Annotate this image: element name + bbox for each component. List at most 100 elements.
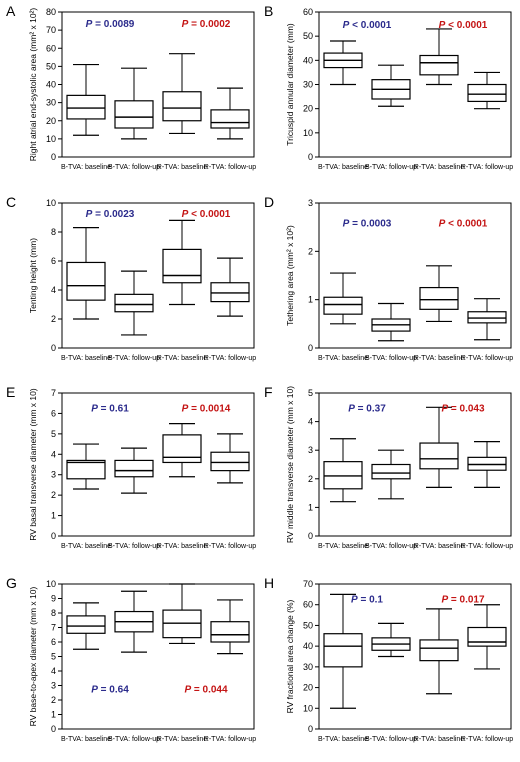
box-1 (323, 593, 363, 709)
p-value-text: = 0.37 (355, 403, 386, 414)
panel-letter: C (6, 194, 16, 210)
x-tick-label: B-TVA: follow-up (108, 736, 160, 743)
p-value-text: = 0.044 (191, 684, 228, 695)
y-tick-label: 10 (303, 128, 313, 138)
panel-letter: E (6, 384, 15, 400)
box-1 (323, 40, 363, 86)
box-4 (467, 604, 507, 670)
y-tick-label: 50 (303, 31, 313, 41)
iqr-box (162, 434, 202, 464)
box-2 (371, 622, 411, 658)
y-axis-label: Tricuspid annular diameter (mm) (285, 23, 295, 146)
p-value-text: = 0.61 (98, 403, 129, 414)
y-axis-label: Tethering area (mm² x 10²) (285, 225, 295, 326)
box-3 (162, 583, 202, 645)
x-tick-label: R-TVA: baseline (414, 164, 465, 171)
panel-letter: G (6, 575, 17, 591)
y-tick-label: 0 (51, 724, 56, 734)
p-symbol: P (343, 20, 350, 31)
y-tick-label: 4 (51, 449, 56, 459)
p-value-annotation: P = 0.017 (441, 595, 485, 606)
y-tick-label: 20 (303, 104, 313, 114)
y-tick-label: 0 (308, 343, 313, 353)
y-tick-label: 5 (308, 388, 313, 398)
box-3 (419, 28, 459, 86)
p-value-text: = 0.0002 (188, 19, 230, 30)
p-symbol: P (343, 218, 350, 229)
panel-a: A 0 10 20 30 40 50 60 70 80 Right atrial end-systo… (6, 3, 256, 171)
box-1 (66, 63, 106, 136)
y-tick-label: 2 (51, 695, 56, 705)
y-tick-label: 60 (303, 7, 313, 17)
y-tick-label: 1 (51, 511, 56, 521)
x-tick-label: B-TVA: baseline (61, 736, 111, 743)
x-tick-label: R-TVA: baseline (157, 736, 208, 743)
p-value-annotation: P = 0.64 (91, 684, 129, 695)
box-4 (210, 599, 250, 655)
p-value-text: = 0.0014 (188, 403, 230, 414)
y-axis-label: Tenting height (mm) (28, 238, 38, 313)
iqr-box (210, 451, 250, 472)
y-tick-label: 0 (308, 152, 313, 162)
y-tick-label: 6 (51, 256, 56, 266)
x-tick-label: B-TVA: baseline (318, 736, 368, 743)
y-tick-label: 70 (46, 25, 56, 35)
p-value-annotation: P = 0.0089 (86, 19, 135, 30)
x-tick-label: B-TVA: baseline (318, 543, 368, 550)
x-tick-label: B-TVA: baseline (318, 164, 368, 171)
p-value-annotation: P = 0.37 (348, 403, 386, 414)
x-tick-label: R-TVA: follow-up (204, 164, 256, 171)
y-tick-label: 7 (51, 623, 56, 633)
x-tick-label: R-TVA: baseline (157, 164, 208, 171)
box-4 (467, 441, 507, 488)
box-4 (467, 298, 507, 341)
p-value-text: = 0.017 (448, 595, 485, 606)
y-tick-label: 50 (303, 620, 313, 630)
y-tick-label: 30 (303, 80, 313, 90)
p-value-annotation: P = 0.1 (351, 595, 383, 606)
y-tick-label: 40 (303, 55, 313, 65)
y-tick-label: 70 (303, 579, 313, 589)
p-value-text: = 0.0003 (349, 218, 391, 229)
x-tick-label: B-TVA: follow-up (108, 543, 160, 550)
x-tick-label: R-TVA: follow-up (461, 543, 513, 550)
box-4 (467, 71, 507, 110)
y-tick-label: 0 (51, 152, 56, 162)
iqr-box (210, 109, 250, 129)
y-tick-label: 0 (51, 531, 56, 541)
p-symbol: P (86, 209, 93, 220)
p-symbol: P (184, 684, 191, 695)
p-value-annotation: P = 0.0023 (86, 209, 135, 220)
y-tick-label: 60 (303, 600, 313, 610)
y-tick-label: 8 (51, 608, 56, 618)
p-value-annotation: P = 0.61 (91, 403, 129, 414)
box-1 (66, 602, 106, 650)
p-value-text: = 0.64 (98, 684, 129, 695)
y-tick-label: 40 (46, 80, 56, 90)
p-symbol: P (439, 218, 446, 229)
y-axis-label: RV fractional area change (%) (285, 599, 295, 713)
iqr-box (114, 459, 154, 478)
iqr-box (419, 639, 459, 662)
iqr-box (66, 261, 106, 301)
box-1 (66, 443, 106, 490)
x-tick-label: R-TVA: follow-up (461, 736, 513, 743)
panel-g: G 0 1 2 3 4 5 6 7 8 9 10 RV base-to-apex diameter (m… (6, 575, 256, 743)
y-tick-label: 2 (308, 246, 313, 256)
y-tick-label: 7 (51, 388, 56, 398)
y-tick-label: 20 (303, 683, 313, 693)
box-3 (419, 406, 459, 488)
y-tick-label: 0 (51, 343, 56, 353)
y-tick-label: 10 (303, 703, 313, 713)
p-value-annotation: P = 0.044 (184, 684, 228, 695)
p-value-annotation: P < 0.0001 (182, 209, 231, 220)
y-tick-label: 30 (303, 662, 313, 672)
p-symbol: P (182, 403, 189, 414)
x-tick-label: R-TVA: follow-up (204, 736, 256, 743)
iqr-box (162, 91, 202, 122)
box-2 (114, 590, 154, 653)
panel-letter: H (264, 575, 274, 591)
iqr-box (323, 633, 363, 668)
iqr-box (114, 293, 154, 313)
